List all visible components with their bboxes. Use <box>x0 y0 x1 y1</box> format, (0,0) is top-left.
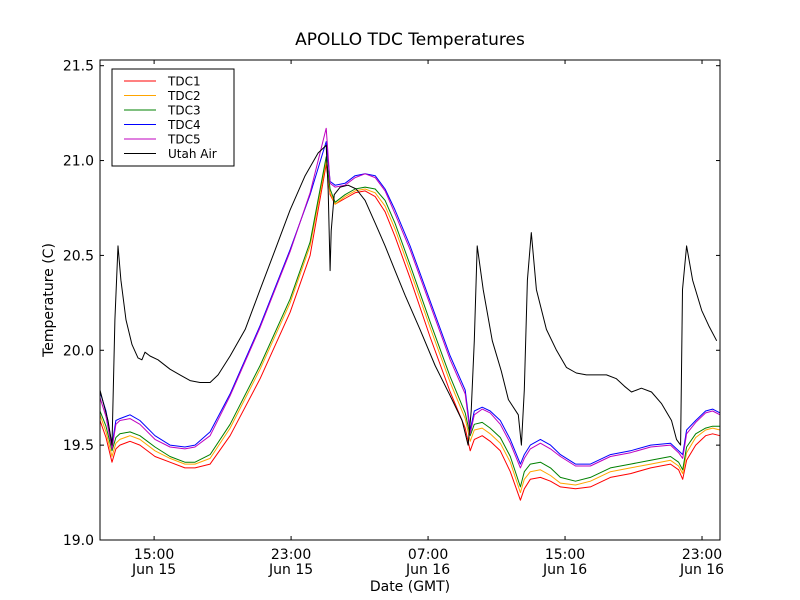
x-axis-label: Date (GMT) <box>370 579 450 595</box>
x-tick-label-date: Jun 16 <box>542 562 587 578</box>
x-tick-label-time: 23:00 <box>271 547 311 563</box>
series-line-tdc5 <box>99 127 721 469</box>
legend-label-utah-air: Utah Air <box>168 147 217 161</box>
axes-frame <box>99 59 721 541</box>
series-line-tdc1 <box>99 163 721 501</box>
y-axis-label: Temperature (C) <box>41 243 57 358</box>
y-tick-label: 21.5 <box>63 59 94 75</box>
legend-label-tdc1: TDC1 <box>167 75 201 89</box>
series-line-tdc4 <box>99 141 721 465</box>
legend-box <box>111 68 235 167</box>
x-tick-label-time: 15:00 <box>134 547 174 563</box>
y-tick-label: 19.5 <box>63 438 94 454</box>
x-tick-label-date: Jun 15 <box>268 562 313 578</box>
y-tick-label: 19.0 <box>63 533 94 549</box>
x-tick-label-time: 23:00 <box>682 547 722 563</box>
plot-series <box>99 127 721 501</box>
x-tick-label-time: 07:00 <box>408 547 448 563</box>
legend-label-tdc5: TDC5 <box>167 133 201 147</box>
legend-label-tdc2: TDC2 <box>167 89 201 103</box>
y-tick-label: 21.0 <box>63 154 94 170</box>
x-tick-label-date: Jun 15 <box>131 562 176 578</box>
y-tick-label: 20.5 <box>63 248 94 264</box>
x-tick-label-date: Jun 16 <box>679 562 724 578</box>
series-line-tdc3 <box>99 156 720 488</box>
y-axis-ticks: 19.0 19.5 20.0 20.5 21.0 21.5 <box>63 59 720 549</box>
series-line-tdc2 <box>99 160 721 494</box>
x-tick-label-time: 15:00 <box>545 547 585 563</box>
legend-label-tdc4: TDC4 <box>167 118 201 132</box>
series-line-utah-air <box>99 144 718 446</box>
chart-title: APOLLO TDC Temperatures <box>295 30 525 50</box>
x-tick-label-date: Jun 16 <box>405 562 450 578</box>
legend-label-tdc3: TDC3 <box>167 104 201 118</box>
y-tick-label: 20.0 <box>63 343 94 359</box>
